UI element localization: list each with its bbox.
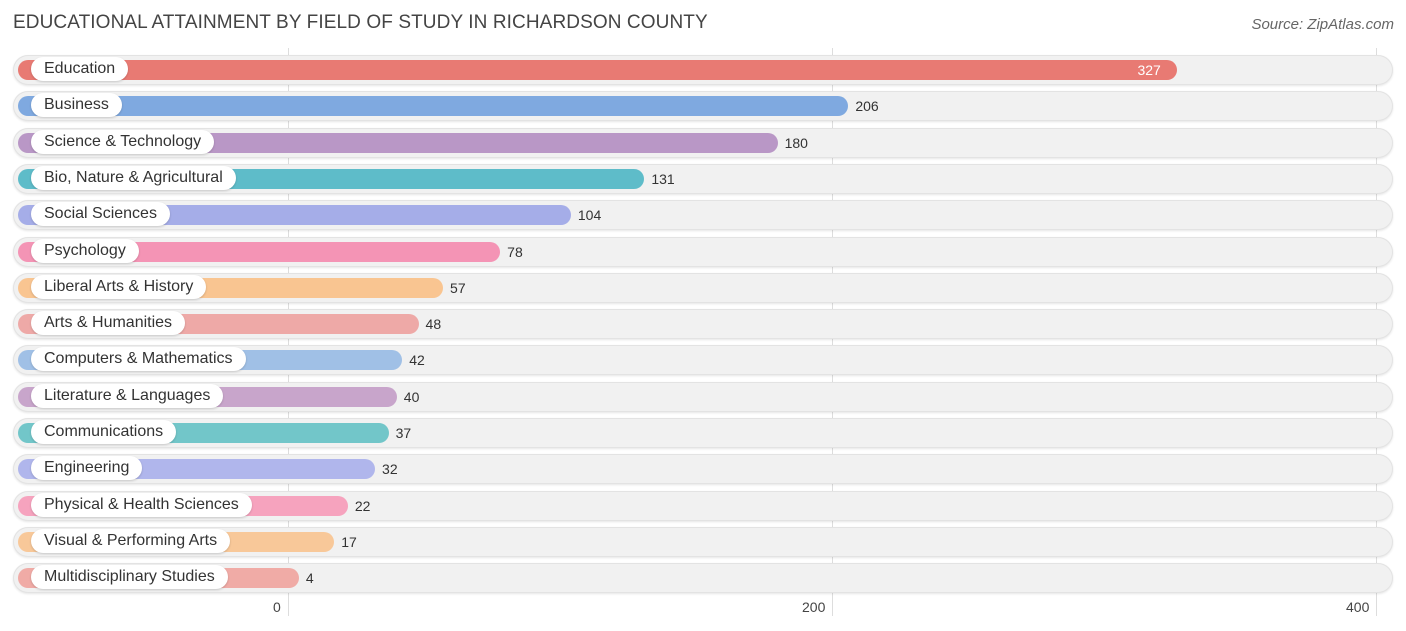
category-label: Physical & Health Sciences — [31, 493, 252, 517]
value-label: 42 — [409, 352, 425, 368]
value-label: 78 — [507, 244, 523, 260]
value-label: 22 — [354, 498, 371, 514]
value-label: 48 — [425, 316, 442, 332]
value-label: 327 — [1137, 62, 1161, 78]
category-label: Computers & Mathematics — [31, 347, 246, 371]
category-label: Communications — [31, 420, 177, 444]
value-label: 206 — [855, 98, 879, 114]
value-label: 180 — [784, 135, 808, 151]
source-note: Source: ZipAtlas.com — [1251, 16, 1394, 33]
value-label: 37 — [395, 425, 412, 441]
category-label: Visual & Performing Arts — [31, 529, 231, 553]
value-label: 57 — [450, 280, 466, 296]
category-label: Literature & Languages — [31, 384, 224, 408]
chart-title: EDUCATIONAL ATTAINMENT BY FIELD OF STUDY… — [13, 12, 708, 33]
category-label: Engineering — [31, 456, 143, 480]
value-label: 17 — [341, 534, 357, 550]
bar-0[interactable] — [18, 60, 1178, 80]
category-label: Bio, Nature & Agricultural — [31, 166, 236, 190]
category-label: Business — [31, 93, 122, 117]
value-label: 4 — [305, 570, 314, 586]
category-label: Liberal Arts & History — [31, 275, 207, 299]
category-label: Education — [31, 57, 129, 81]
x-tick-label: 0 — [273, 599, 281, 615]
category-label: Multidisciplinary Studies — [31, 565, 228, 589]
value-label: 40 — [403, 389, 420, 405]
x-tick-label: 200 — [802, 599, 826, 615]
category-label: Science & Technology — [31, 130, 215, 154]
category-label: Social Sciences — [31, 202, 170, 226]
value-label: 104 — [577, 207, 602, 223]
value-label: 131 — [651, 171, 675, 187]
x-tick-label: 400 — [1346, 599, 1370, 615]
category-label: Arts & Humanities — [31, 311, 186, 335]
value-label: 32 — [382, 461, 398, 477]
bar-1[interactable] — [18, 96, 849, 116]
category-label: Psychology — [31, 239, 139, 263]
